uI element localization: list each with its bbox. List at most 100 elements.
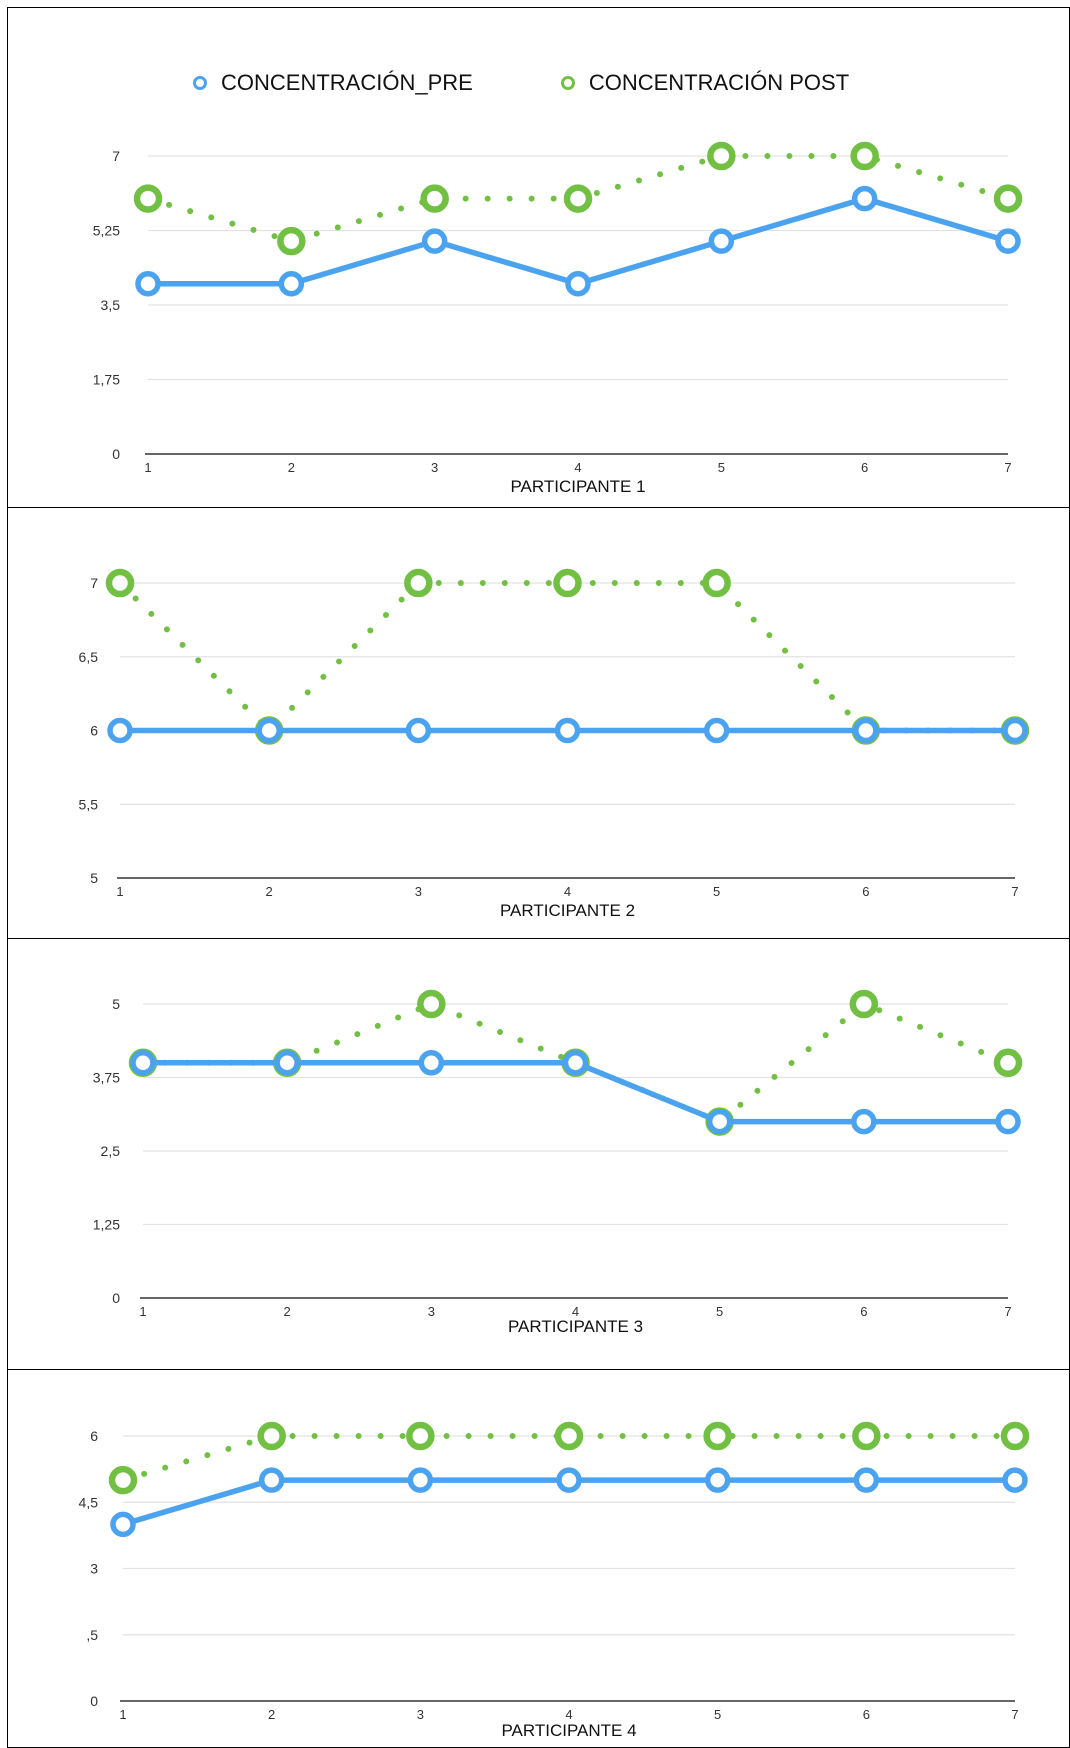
x-tick-label: 1 bbox=[116, 884, 123, 899]
data-point-pre bbox=[110, 1511, 136, 1538]
data-point-pre bbox=[1002, 1467, 1028, 1493]
legend-marker-post-icon bbox=[560, 76, 575, 90]
x-tick-label: 6 bbox=[860, 1304, 867, 1319]
data-point-post bbox=[702, 568, 731, 598]
y-tick-label: 1,75 bbox=[93, 372, 120, 388]
x-axis-title: PARTICIPANTE 3 bbox=[508, 1317, 643, 1336]
data-point-post bbox=[420, 184, 449, 213]
data-point-post bbox=[852, 1421, 881, 1451]
chart-panel-participant-2: 5 5,5 6 6,5 7 1 2 3 4 5 6 7 PARTICIPANTE 2 bbox=[7, 507, 1070, 940]
y-tick-label: 1,25 bbox=[93, 1217, 120, 1233]
data-point-pre bbox=[107, 717, 133, 744]
chart-panel-participant-1: CONCENTRACIÓN_PRE CONCENTRACIÓN POST 0 1,… bbox=[7, 7, 1070, 509]
x-tick-label: 7 bbox=[1011, 1707, 1018, 1722]
data-point-post bbox=[849, 989, 879, 1019]
x-tick-label: 4 bbox=[565, 1707, 572, 1722]
x-axis-title: PARTICIPANTE 1 bbox=[510, 477, 645, 496]
y-tick-label: 0 bbox=[112, 446, 120, 462]
x-tick-label: 3 bbox=[431, 460, 438, 475]
x-tick-label: 4 bbox=[572, 1304, 579, 1319]
x-tick-label: 5 bbox=[716, 1304, 723, 1319]
y-tick-label: 6,5 bbox=[79, 649, 99, 665]
data-point-post bbox=[703, 1421, 732, 1451]
data-point-pre bbox=[562, 1050, 589, 1076]
data-point-pre bbox=[853, 717, 879, 744]
x-tick-label: 3 bbox=[415, 884, 422, 899]
data-point-post bbox=[133, 184, 163, 213]
x-tick-label: 7 bbox=[1004, 460, 1011, 475]
data-point-post bbox=[553, 568, 582, 598]
y-tick-label: 5,25 bbox=[93, 223, 120, 239]
y-tick-label: 5 bbox=[112, 996, 120, 1012]
data-point-pre bbox=[995, 228, 1021, 254]
data-point-post bbox=[277, 226, 306, 256]
data-point-pre bbox=[256, 717, 282, 744]
data-point-pre bbox=[706, 1108, 733, 1135]
y-tick-label: 3,5 bbox=[101, 297, 121, 313]
x-tick-label: 2 bbox=[268, 1707, 275, 1722]
y-tick-label: ,5 bbox=[86, 1627, 98, 1643]
data-point-pre bbox=[704, 1467, 731, 1493]
data-point-pre bbox=[405, 717, 432, 744]
x-tick-label: 2 bbox=[288, 460, 295, 475]
data-point-post bbox=[105, 568, 135, 598]
data-point-pre bbox=[853, 1467, 880, 1493]
y-tick-label: 5,5 bbox=[79, 796, 99, 812]
y-tick-label: 2,5 bbox=[101, 1143, 121, 1159]
x-tick-label: 1 bbox=[144, 460, 151, 475]
data-point-pre bbox=[703, 717, 730, 744]
data-point-pre bbox=[418, 1050, 445, 1076]
data-point-pre bbox=[258, 1467, 285, 1493]
legend-label-pre: CONCENTRACIÓN_PRE bbox=[221, 70, 473, 95]
data-point-post bbox=[108, 1465, 138, 1495]
x-tick-label: 4 bbox=[564, 884, 571, 899]
data-point-post bbox=[1000, 1421, 1030, 1451]
x-tick-label: 3 bbox=[428, 1304, 435, 1319]
data-point-pre bbox=[851, 185, 878, 212]
data-point-pre bbox=[995, 1108, 1021, 1135]
data-point-pre bbox=[407, 1467, 434, 1493]
data-point-post bbox=[406, 1421, 435, 1451]
y-tick-label: 6 bbox=[90, 1428, 98, 1444]
data-point-post bbox=[554, 1421, 584, 1451]
chart-participant-4: 0 ,5 3 4,5 6 1 2 3 4 5 6 7 PARTICIPANTE 4 bbox=[79, 1421, 1030, 1740]
x-tick-label: 6 bbox=[862, 884, 869, 899]
data-point-pre bbox=[130, 1050, 156, 1076]
x-tick-label: 7 bbox=[1004, 1304, 1011, 1319]
x-tick-label: 5 bbox=[713, 884, 720, 899]
data-point-pre bbox=[554, 717, 581, 744]
data-point-post bbox=[404, 568, 433, 598]
data-point-pre bbox=[708, 228, 735, 254]
data-point-post bbox=[563, 184, 593, 213]
data-point-post bbox=[707, 141, 736, 171]
x-tick-label: 4 bbox=[574, 460, 581, 475]
x-tick-label: 6 bbox=[861, 460, 868, 475]
data-point-pre bbox=[851, 1108, 877, 1135]
legend-item-post: CONCENTRACIÓN POST bbox=[560, 70, 849, 96]
x-tick-label: 2 bbox=[284, 1304, 291, 1319]
data-point-pre bbox=[565, 270, 591, 297]
x-tick-label: 2 bbox=[266, 884, 273, 899]
x-tick-label: 1 bbox=[119, 1707, 126, 1722]
data-point-pre bbox=[556, 1467, 582, 1493]
data-point-post bbox=[993, 1048, 1023, 1078]
chart-participant-1: 0 1,75 3,5 5,25 7 1 2 3 4 5 6 7 PARTICIPANTE 1 bbox=[93, 141, 1023, 496]
y-tick-label: 6 bbox=[90, 723, 98, 739]
y-tick-label: 5 bbox=[90, 870, 98, 886]
data-point-pre bbox=[1002, 717, 1028, 744]
x-tick-label: 5 bbox=[718, 460, 725, 475]
y-tick-label: 4,5 bbox=[79, 1494, 99, 1510]
x-axis-title: PARTICIPANTE 4 bbox=[501, 1721, 636, 1740]
y-tick-label: 7 bbox=[90, 575, 98, 591]
data-point-pre bbox=[278, 270, 305, 297]
data-point-post bbox=[993, 184, 1023, 213]
x-tick-label: 7 bbox=[1011, 884, 1018, 899]
data-point-pre bbox=[274, 1050, 300, 1076]
x-tick-label: 1 bbox=[139, 1304, 146, 1319]
chart-participant-2: 5 5,5 6 6,5 7 1 2 3 4 5 6 7 PARTICIPANTE 2 bbox=[79, 568, 1030, 920]
legend-marker-pre-icon bbox=[193, 76, 207, 90]
y-tick-label: 0 bbox=[90, 1693, 98, 1709]
data-point-pre bbox=[135, 270, 161, 297]
legend: CONCENTRACIÓN_PRE CONCENTRACIÓN POST bbox=[193, 70, 849, 96]
